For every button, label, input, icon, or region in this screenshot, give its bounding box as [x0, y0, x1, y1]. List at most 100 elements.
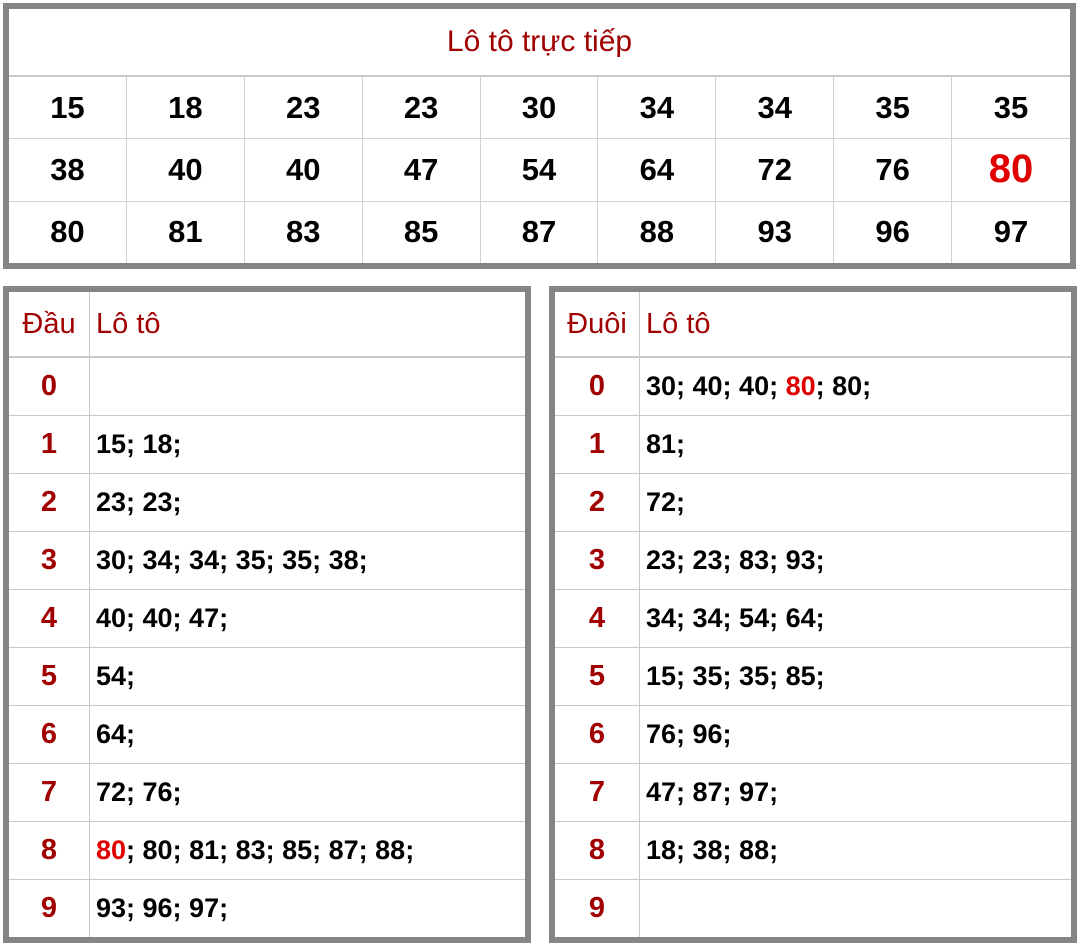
live-row: 15 18 23 23 30 34 34 35 35: [9, 77, 1070, 140]
row-values: 54;: [90, 648, 525, 705]
live-number: 15: [9, 77, 127, 139]
table-row: 1 81;: [555, 416, 1071, 474]
row-values: 34; 34; 54; 64;: [640, 590, 1071, 647]
live-number: 35: [834, 77, 953, 139]
row-values: 72; 76;: [90, 764, 525, 821]
row-values: 80; 80; 81; 83; 85; 87; 88;: [90, 822, 525, 879]
value-part: 72; 76;: [96, 777, 182, 807]
table-row: 8 18; 38; 88;: [555, 822, 1071, 880]
live-number: 72: [716, 139, 835, 201]
live-number: 64: [598, 139, 717, 201]
row-key: 2: [9, 474, 90, 531]
value-part: 93; 96; 97;: [96, 893, 229, 923]
live-number: 30: [481, 77, 599, 139]
value-part: 40; 40; 47;: [96, 603, 229, 633]
table-row: 4 34; 34; 54; 64;: [555, 590, 1071, 648]
value-part: ; 80;: [815, 371, 872, 401]
value-part: 15; 35; 35; 85;: [646, 661, 825, 691]
row-key: 8: [555, 822, 640, 879]
value-part: 15; 18;: [96, 429, 182, 459]
live-number: 88: [598, 201, 717, 263]
row-values: 93; 96; 97;: [90, 880, 525, 937]
table-row: 8 80; 80; 81; 83; 85; 87; 88;: [9, 822, 525, 880]
row-key: 5: [9, 648, 90, 705]
header-key: Đầu: [9, 292, 90, 356]
row-values: 23; 23; 83; 93;: [640, 532, 1071, 589]
table-row: 1 15; 18;: [9, 416, 525, 474]
row-key: 9: [9, 880, 90, 937]
table-row: 2 72;: [555, 474, 1071, 532]
table-row: 5 15; 35; 35; 85;: [555, 648, 1071, 706]
row-values: 47; 87; 97;: [640, 764, 1071, 821]
value-part: 30; 40; 40;: [646, 371, 786, 401]
table-header: Đầu Lô tô: [9, 292, 525, 358]
table-row: 0 30; 40; 40; 80; 80;: [555, 358, 1071, 416]
table-row: 9 93; 96; 97;: [9, 880, 525, 937]
row-key: 7: [9, 764, 90, 821]
live-number: 81: [127, 201, 245, 263]
live-number: 23: [363, 77, 481, 139]
table-row: 3 30; 34; 34; 35; 35; 38;: [9, 532, 525, 590]
header-key: Đuôi: [555, 292, 640, 356]
table-row: 2 23; 23;: [9, 474, 525, 532]
live-number: 38: [9, 139, 127, 201]
row-values: 81;: [640, 416, 1071, 473]
header-values: Lô tô: [96, 307, 161, 340]
live-number: 96: [834, 201, 953, 263]
value-part: 64;: [96, 719, 136, 749]
live-title: Lô tô trực tiếp: [9, 9, 1070, 77]
live-number: 97: [993, 214, 1029, 250]
head-table: Đầu Lô tô 0 1 15; 18; 2 23; 23; 3 30; 34; 34; 35…: [3, 286, 531, 943]
live-number: 34: [716, 77, 835, 139]
value-part: 34; 34; 54; 64;: [646, 603, 825, 633]
table-row: 6 64;: [9, 706, 525, 764]
live-number: 80: [988, 147, 1034, 192]
live-number: 18: [127, 77, 245, 139]
row-key: 8: [9, 822, 90, 879]
value-part: 23; 23;: [96, 487, 182, 517]
table-row: 7 72; 76;: [9, 764, 525, 822]
table-row: 5 54;: [9, 648, 525, 706]
value-part: 80: [785, 371, 816, 401]
row-key: 1: [555, 416, 640, 473]
value-part: 80: [96, 835, 127, 865]
row-values: 64;: [90, 706, 525, 763]
live-row: 80 81 83 85 87 88 93 96 97: [9, 201, 1070, 263]
header-values: Lô tô: [646, 307, 711, 340]
tail-table: Đuôi Lô tô 0 30; 40; 40; 80; 80; 1 81; 2 72; 3 23…: [549, 286, 1077, 943]
row-key: 2: [555, 474, 640, 531]
live-number: 76: [834, 139, 953, 201]
row-key: 9: [555, 880, 640, 937]
row-key: 0: [9, 358, 90, 415]
live-number: 93: [716, 201, 835, 263]
table-row: 3 23; 23; 83; 93;: [555, 532, 1071, 590]
live-number: 40: [127, 139, 245, 201]
value-part: 81;: [646, 429, 686, 459]
row-values: 15; 18;: [90, 416, 525, 473]
table-row: 7 47; 87; 97;: [555, 764, 1071, 822]
row-values: [640, 880, 1071, 937]
live-row: 38 40 40 47 54 64 72 76 80: [9, 139, 1070, 202]
live-number: 35: [993, 89, 1029, 125]
row-values: 23; 23;: [90, 474, 525, 531]
row-values: 18; 38; 88;: [640, 822, 1071, 879]
live-number: 47: [363, 139, 481, 201]
live-number: 80: [9, 201, 127, 263]
row-values: 40; 40; 47;: [90, 590, 525, 647]
value-part: 72;: [646, 487, 686, 517]
live-number: 34: [598, 77, 717, 139]
live-number: 87: [481, 201, 599, 263]
row-key: 1: [9, 416, 90, 473]
live-number: 83: [245, 201, 363, 263]
live-table: Lô tô trực tiếp 15 18 23 23 30 34 34 35 35 38 40 40…: [3, 3, 1076, 269]
row-values: [90, 358, 525, 415]
row-key: 4: [9, 590, 90, 647]
live-number: 85: [363, 201, 481, 263]
row-key: 4: [555, 590, 640, 647]
table-row: 4 40; 40; 47;: [9, 590, 525, 648]
live-number: 40: [245, 139, 363, 201]
row-values: 15; 35; 35; 85;: [640, 648, 1071, 705]
table-row: 9: [555, 880, 1071, 937]
row-key: 7: [555, 764, 640, 821]
